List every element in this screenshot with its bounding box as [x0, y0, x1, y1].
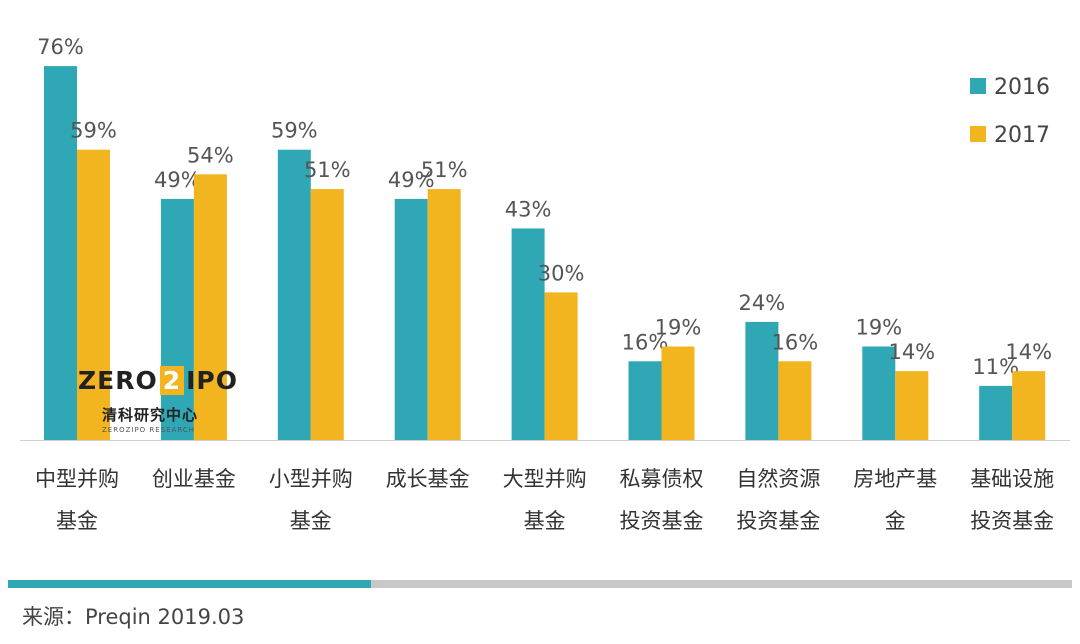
legend-swatch-2016 [970, 78, 986, 94]
watermark-logo: ZERO 2 IPO 清科研究中心 ZEROZIPO RESEARCH [78, 366, 248, 438]
value-label-2016-8: 19% [855, 316, 902, 340]
footer-divider-accent [8, 580, 371, 588]
legend-swatch-2017 [970, 126, 986, 142]
value-label-2016-2: 49% [154, 168, 201, 192]
source-note: 来源：Preqin 2019.03 [22, 605, 245, 629]
value-label-2017-3: 51% [304, 158, 351, 182]
x-tick-label-8-line-1: 房地产基 [853, 467, 937, 491]
bar-2017-6 [661, 346, 695, 440]
x-tick-label-9-line-1: 基础设施 [970, 467, 1054, 491]
x-tick-label-1-line-2: 基金 [56, 509, 98, 533]
legend-label-2016: 2016 [994, 75, 1050, 100]
x-tick-label-5-line-2: 基金 [524, 509, 566, 533]
value-label-2016-1: 76% [37, 35, 84, 59]
bar-2017-4 [427, 189, 461, 440]
bar-2016-4 [394, 198, 428, 440]
bar-2016-9 [979, 385, 1013, 440]
x-tick-label-3-line-2: 基金 [290, 509, 332, 533]
x-tick-label-5-line-1: 大型并购 [503, 467, 587, 491]
x-tick-label-2-line-1: 创业基金 [152, 467, 236, 491]
x-tick-label-7-line-2: 投资基金 [736, 509, 820, 533]
bar-2016-7 [745, 321, 779, 440]
value-label-2017-7: 16% [772, 330, 819, 354]
x-tick-label-8-line-2: 金 [885, 509, 906, 533]
logo-chinese-name: 清科研究中心 [102, 406, 199, 424]
value-label-2016-3: 59% [271, 119, 318, 143]
x-tick-label-6-line-1: 私募债权 [620, 467, 704, 491]
bar-2017-3 [310, 189, 344, 440]
value-label-2017-1: 59% [70, 119, 117, 143]
logo-wordmark: ZERO 2 IPO [78, 366, 239, 395]
bar-2016-1 [44, 66, 77, 440]
bar-2016-8 [862, 346, 896, 440]
bar-2017-7 [778, 361, 812, 440]
x-tick-label-4-line-1: 成长基金 [386, 467, 470, 491]
bar-2017-8 [895, 371, 929, 440]
bar-2016-6 [628, 361, 662, 440]
bar-2017-5 [544, 292, 578, 440]
bar-2017-1 [77, 149, 110, 440]
bar-2016-3 [277, 149, 311, 440]
bar-2016-5 [511, 228, 545, 440]
x-tick-label-3-line-1: 小型并购 [269, 467, 353, 491]
value-label-2017-6: 19% [655, 316, 702, 340]
value-label-2016-4: 49% [388, 168, 435, 192]
bar-2017-9 [1012, 371, 1046, 440]
value-label-2017-9: 14% [1005, 340, 1052, 364]
x-tick-label-1-line-1: 中型并购 [35, 467, 119, 491]
value-label-2017-5: 30% [538, 261, 585, 285]
footer-divider [8, 580, 1072, 588]
bar-2016-2 [160, 198, 194, 440]
value-label-2016-5: 43% [505, 197, 552, 221]
logo-subtitle: ZEROZIPO RESEARCH [102, 426, 196, 434]
value-label-2016-6: 16% [622, 330, 669, 354]
value-label-2017-8: 14% [888, 340, 935, 364]
value-label-2016-9: 11% [972, 355, 1019, 379]
bar-chart: 76%59%中型并购基金49%54%创业基金59%51%小型并购基金49%51%… [20, 35, 1070, 533]
value-label-2017-2: 54% [187, 143, 234, 167]
x-tick-label-6-line-2: 投资基金 [620, 509, 704, 533]
bar-2017-2 [193, 174, 227, 440]
value-label-2016-7: 24% [739, 291, 786, 315]
x-tick-label-9-line-2: 投资基金 [970, 509, 1054, 533]
legend-label-2017: 2017 [994, 123, 1050, 148]
value-label-2017-4: 51% [421, 158, 468, 182]
x-tick-label-7-line-1: 自然资源 [736, 467, 820, 491]
